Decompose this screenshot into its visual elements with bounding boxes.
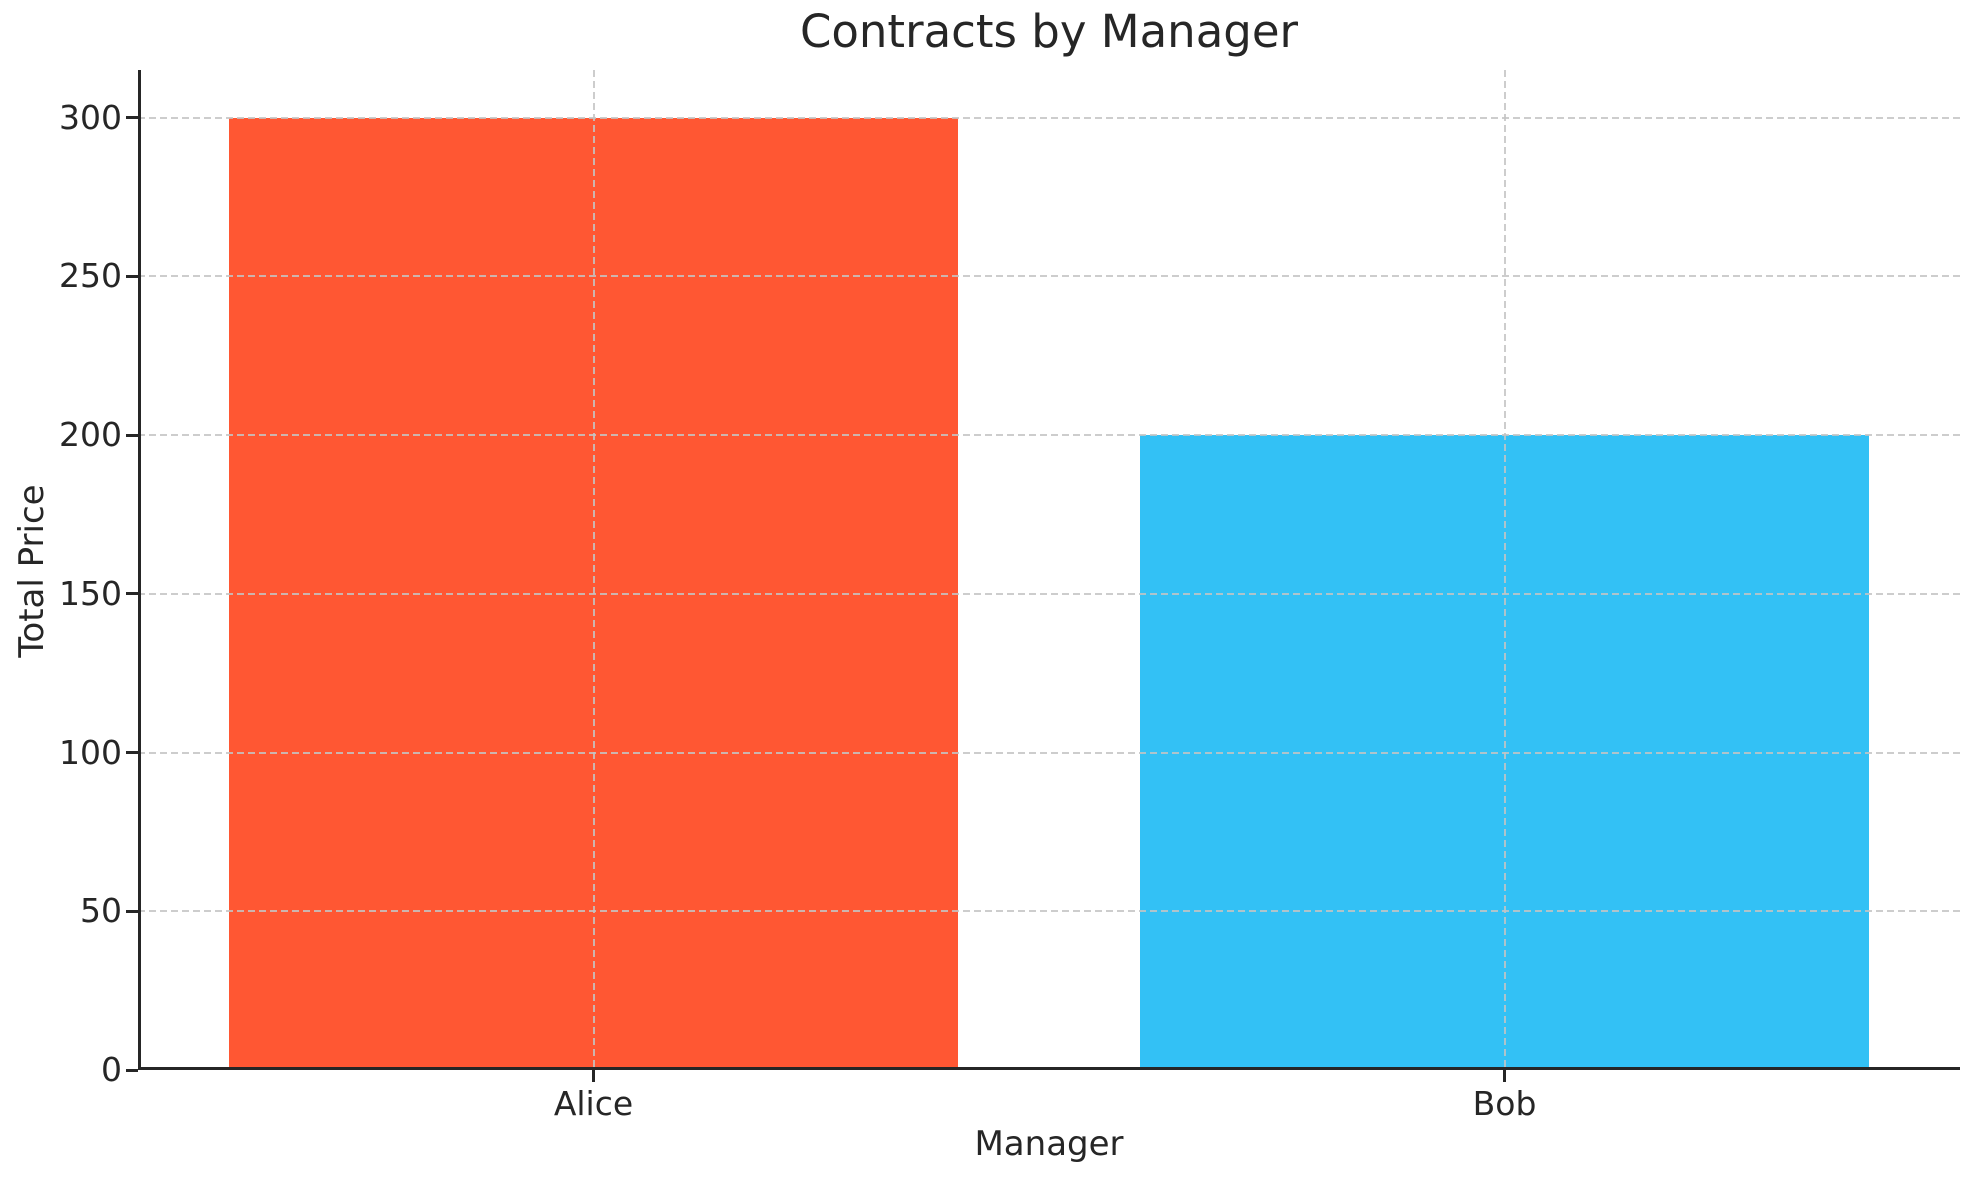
y-tick-mark-0 [126, 1068, 138, 1072]
y-tick-mark-200 [126, 433, 138, 437]
y-tick-mark-150 [126, 592, 138, 596]
x-tick-label-bob: Bob [1472, 1084, 1537, 1123]
y-axis-label: Total Price [12, 484, 52, 658]
y-tick-label-250: 250 [59, 256, 122, 296]
gridline-h-50 [138, 910, 1960, 913]
gridline-h-100 [138, 751, 1960, 754]
x-tick-mark-bob [1503, 1070, 1506, 1082]
y-tick-label-300: 300 [59, 97, 122, 137]
y-tick-mark-50 [126, 909, 138, 913]
y-tick-mark-300 [126, 116, 138, 120]
y-tick-label-100: 100 [59, 732, 122, 772]
x-tick-mark-alice [592, 1070, 595, 1082]
y-tick-label-50: 50 [80, 891, 122, 931]
y-tick-label-150: 150 [59, 573, 122, 613]
gridline-h-150 [138, 592, 1960, 595]
gridline-v-bob [1503, 70, 1506, 1070]
gridline-v-alice [592, 70, 595, 1070]
gridline-h-250 [138, 275, 1960, 278]
y-tick-label-200: 200 [59, 415, 122, 455]
x-tick-label-alice: Alice [553, 1084, 634, 1123]
chart-title: Contracts by Manager [799, 5, 1299, 58]
gridline-h-200 [138, 434, 1960, 437]
x-axis-label: Manager [974, 1124, 1124, 1164]
y-tick-mark-100 [126, 751, 138, 755]
y-tick-mark-250 [126, 274, 138, 278]
gridline-h-300 [138, 116, 1960, 119]
y-tick-label-0: 0 [101, 1050, 122, 1089]
